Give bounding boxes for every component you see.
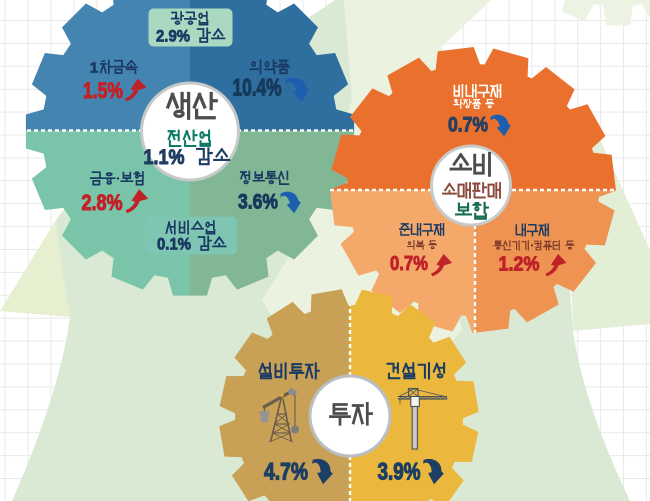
svg-text:1.2%: 1.2%: [499, 254, 540, 276]
svg-text:4.7%: 4.7%: [264, 459, 308, 486]
svg-text:10.4%: 10.4%: [233, 75, 282, 102]
svg-text:0.7%: 0.7%: [390, 253, 428, 275]
svg-text:0.7%: 0.7%: [448, 114, 488, 137]
svg-text:3.6%: 3.6%: [238, 191, 278, 214]
svg-text:2.8%: 2.8%: [82, 190, 123, 215]
svg-text:0.1%: 0.1%: [157, 235, 191, 254]
svg-text:2.9%: 2.9%: [156, 27, 190, 46]
svg-text:1.5%: 1.5%: [83, 78, 123, 103]
svg-text:3.9%: 3.9%: [378, 459, 421, 486]
svg-text:1.1%: 1.1%: [144, 146, 185, 169]
svg-text:1: 1: [90, 59, 98, 76]
